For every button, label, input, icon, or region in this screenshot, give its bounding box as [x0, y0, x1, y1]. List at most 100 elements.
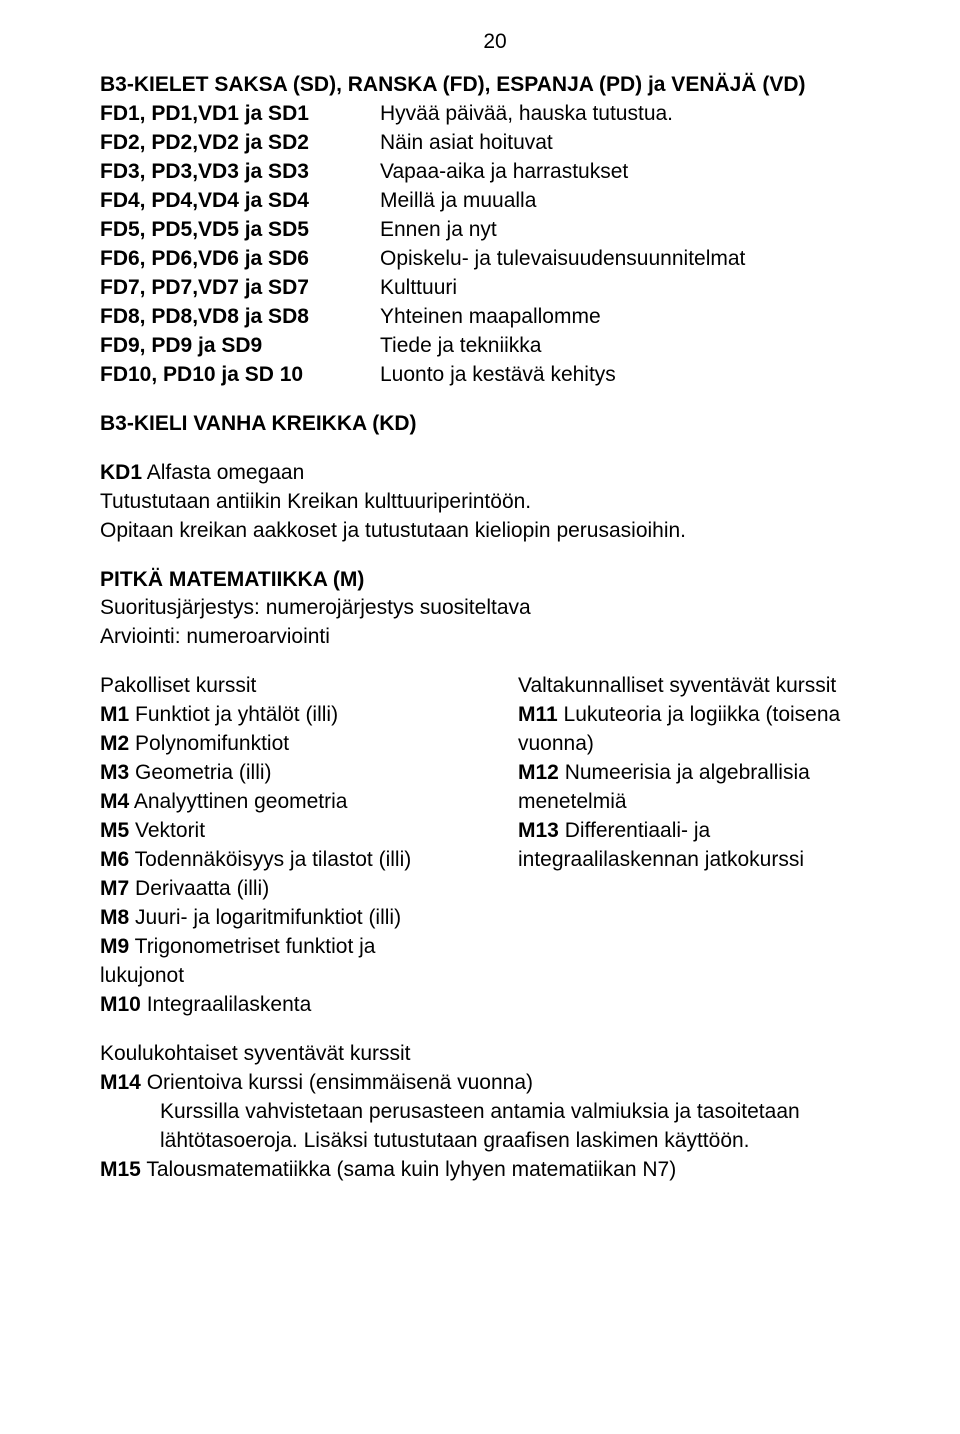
course-code: M9	[100, 935, 129, 958]
course-title: Analyyttinen geometria	[129, 790, 347, 813]
course-title: Numeerisia ja algebrallisia	[559, 761, 810, 784]
course-code: FD1, PD1,VD1 ja SD1	[100, 100, 380, 129]
course-line: M3 Geometria (illi)	[100, 759, 490, 788]
course-line: M6 Todennäköisyys ja tilastot (illi)	[100, 846, 490, 875]
course-code: FD3, PD3,VD3 ja SD3	[100, 158, 380, 187]
course-row: FD3, PD3,VD3 ja SD3Vapaa-aika ja harrast…	[100, 158, 890, 187]
course-desc: Luonto ja kestävä kehitys	[380, 361, 890, 390]
course-row: FD9, PD9 ja SD9Tiede ja tekniikka	[100, 332, 890, 361]
course-code: M6	[100, 848, 129, 871]
course-code: FD9, PD9 ja SD9	[100, 332, 380, 361]
math-columns: Pakolliset kurssit M1 Funktiot ja yhtälö…	[100, 672, 890, 1020]
course-desc: Opiskelu- ja tulevaisuudensuunnitelmat	[380, 245, 890, 274]
course-line: M11 Lukuteoria ja logiikka (toisena	[518, 701, 890, 730]
page-number: 20	[100, 28, 890, 57]
greek-body-line: Opitaan kreikan aakkoset ja tutustutaan …	[100, 517, 890, 546]
course-line: M2 Polynomifunktiot	[100, 730, 490, 759]
course-code: FD2, PD2,VD2 ja SD2	[100, 129, 380, 158]
school-advanced-head: Koulukohtaiset syventävät kurssit	[100, 1040, 890, 1069]
course-title: Vektorit	[129, 819, 205, 842]
course-line: M10 Integraalilaskenta	[100, 991, 490, 1020]
course-row: FD5, PD5,VD5 ja SD5Ennen ja nyt	[100, 216, 890, 245]
course-body-line: Kurssilla vahvistetaan perusasteen antam…	[100, 1098, 890, 1127]
course-code: FD10, PD10 ja SD 10	[100, 361, 380, 390]
mandatory-courses-col: Pakolliset kurssit M1 Funktiot ja yhtälö…	[100, 672, 490, 1020]
course-desc: Näin asiat hoituvat	[380, 129, 890, 158]
course-desc: Vapaa-aika ja harrastukset	[380, 158, 890, 187]
course-code: M10	[100, 993, 141, 1016]
course-code: M11	[518, 703, 558, 726]
course-code: FD7, PD7,VD7 ja SD7	[100, 274, 380, 303]
course-desc: Kulttuuri	[380, 274, 890, 303]
national-advanced-col: Valtakunnalliset syventävät kurssit M11 …	[518, 672, 890, 1020]
course-code: M2	[100, 732, 129, 755]
course-code: M13	[518, 819, 559, 842]
course-row: FD10, PD10 ja SD 10Luonto ja kestävä keh…	[100, 361, 890, 390]
greek-body-line: Tutustutaan antiikin Kreikan kulttuuripe…	[100, 488, 890, 517]
course-title: Orientoiva kurssi (ensimmäisenä vuonna)	[141, 1071, 533, 1094]
course-row: FD7, PD7,VD7 ja SD7Kulttuuri	[100, 274, 890, 303]
course-row: FD6, PD6,VD6 ja SD6Opiskelu- ja tulevais…	[100, 245, 890, 274]
course-line: M9 Trigonometriset funktiot ja	[100, 933, 490, 962]
section-math-title: PITKÄ MATEMATIIKKA (M)	[100, 566, 890, 595]
course-desc: Yhteinen maapallomme	[380, 303, 890, 332]
course-desc: Ennen ja nyt	[380, 216, 890, 245]
mandatory-head: Pakolliset kurssit	[100, 672, 490, 701]
math-meta-line: Suoritusjärjestys: numerojärjestys suosi…	[100, 594, 890, 623]
course-title: Talousmatematiikka (sama kuin lyhyen mat…	[141, 1158, 676, 1181]
course-title: Derivaatta (illi)	[129, 877, 269, 900]
course-list-b3: FD1, PD1,VD1 ja SD1Hyvää päivää, hauska …	[100, 100, 890, 390]
course-code: M5	[100, 819, 129, 842]
course-line: M13 Differentiaali- ja	[518, 817, 890, 846]
course-title: Lukuteoria ja logiikka (toisena	[558, 703, 841, 726]
course-line: M7 Derivaatta (illi)	[100, 875, 490, 904]
math-meta-line: Arviointi: numeroarviointi	[100, 623, 890, 652]
course-row: FD4, PD4,VD4 ja SD4Meillä ja muualla	[100, 187, 890, 216]
course-title: Integraalilaskenta	[141, 993, 311, 1016]
course-title: Funktiot ja yhtälöt (illi)	[129, 703, 338, 726]
course-code: M7	[100, 877, 129, 900]
course-title: Polynomifunktiot	[129, 732, 289, 755]
course-code: FD8, PD8,VD8 ja SD8	[100, 303, 380, 332]
course-desc: Meillä ja muualla	[380, 187, 890, 216]
course-code: FD4, PD4,VD4 ja SD4	[100, 187, 380, 216]
course-line: M8 Juuri- ja logaritmifunktiot (illi)	[100, 904, 490, 933]
kd1-line: KD1 Alfasta omegaan	[100, 459, 890, 488]
course-desc: Tiede ja tekniikka	[380, 332, 890, 361]
course-code: M3	[100, 761, 129, 784]
course-code: FD6, PD6,VD6 ja SD6	[100, 245, 380, 274]
course-title: Differentiaali- ja	[559, 819, 710, 842]
course-title: Juuri- ja logaritmifunktiot (illi)	[129, 906, 401, 929]
course-row: FD8, PD8,VD8 ja SD8Yhteinen maapallomme	[100, 303, 890, 332]
course-code: M8	[100, 906, 129, 929]
course-line: M5 Vektorit	[100, 817, 490, 846]
kd1-suffix: Alfasta omegaan	[142, 461, 304, 484]
kd1-label: KD1	[100, 461, 142, 484]
course-title: Todennäköisyys ja tilastot (illi)	[129, 848, 411, 871]
course-title: Trigonometriset funktiot ja	[129, 935, 375, 958]
course-line: M1 Funktiot ja yhtälöt (illi)	[100, 701, 490, 730]
course-row: FD1, PD1,VD1 ja SD1Hyvää päivää, hauska …	[100, 100, 890, 129]
course-body-line: lähtötasoeroja. Lisäksi tutustutaan graa…	[100, 1127, 890, 1156]
course-code: M15	[100, 1158, 141, 1181]
course-cont-line: lukujonot	[100, 962, 490, 991]
course-line: M14 Orientoiva kurssi (ensimmäisenä vuon…	[100, 1069, 890, 1098]
course-row: FD2, PD2,VD2 ja SD2Näin asiat hoituvat	[100, 129, 890, 158]
course-code: M4	[100, 790, 129, 813]
course-cont-line: menetelmiä	[518, 788, 890, 817]
course-code: FD5, PD5,VD5 ja SD5	[100, 216, 380, 245]
document-page: 20 B3-KIELET SAKSA (SD), RANSKA (FD), ES…	[0, 0, 960, 1225]
course-cont-line: integraalilaskennan jatkokurssi	[518, 846, 890, 875]
course-code: M14	[100, 1071, 141, 1094]
course-code: M12	[518, 761, 559, 784]
course-cont-line: vuonna)	[518, 730, 890, 759]
section-b3-languages-title: B3-KIELET SAKSA (SD), RANSKA (FD), ESPAN…	[100, 71, 890, 100]
course-line: M12 Numeerisia ja algebrallisia	[518, 759, 890, 788]
course-title: Geometria (illi)	[129, 761, 271, 784]
national-head: Valtakunnalliset syventävät kurssit	[518, 672, 890, 701]
course-line: M4 Analyyttinen geometria	[100, 788, 490, 817]
section-greek-title: B3-KIELI VANHA KREIKKA (KD)	[100, 410, 890, 439]
course-desc: Hyvää päivää, hauska tutustua.	[380, 100, 890, 129]
course-code: M1	[100, 703, 129, 726]
course-line: M15 Talousmatematiikka (sama kuin lyhyen…	[100, 1156, 890, 1185]
